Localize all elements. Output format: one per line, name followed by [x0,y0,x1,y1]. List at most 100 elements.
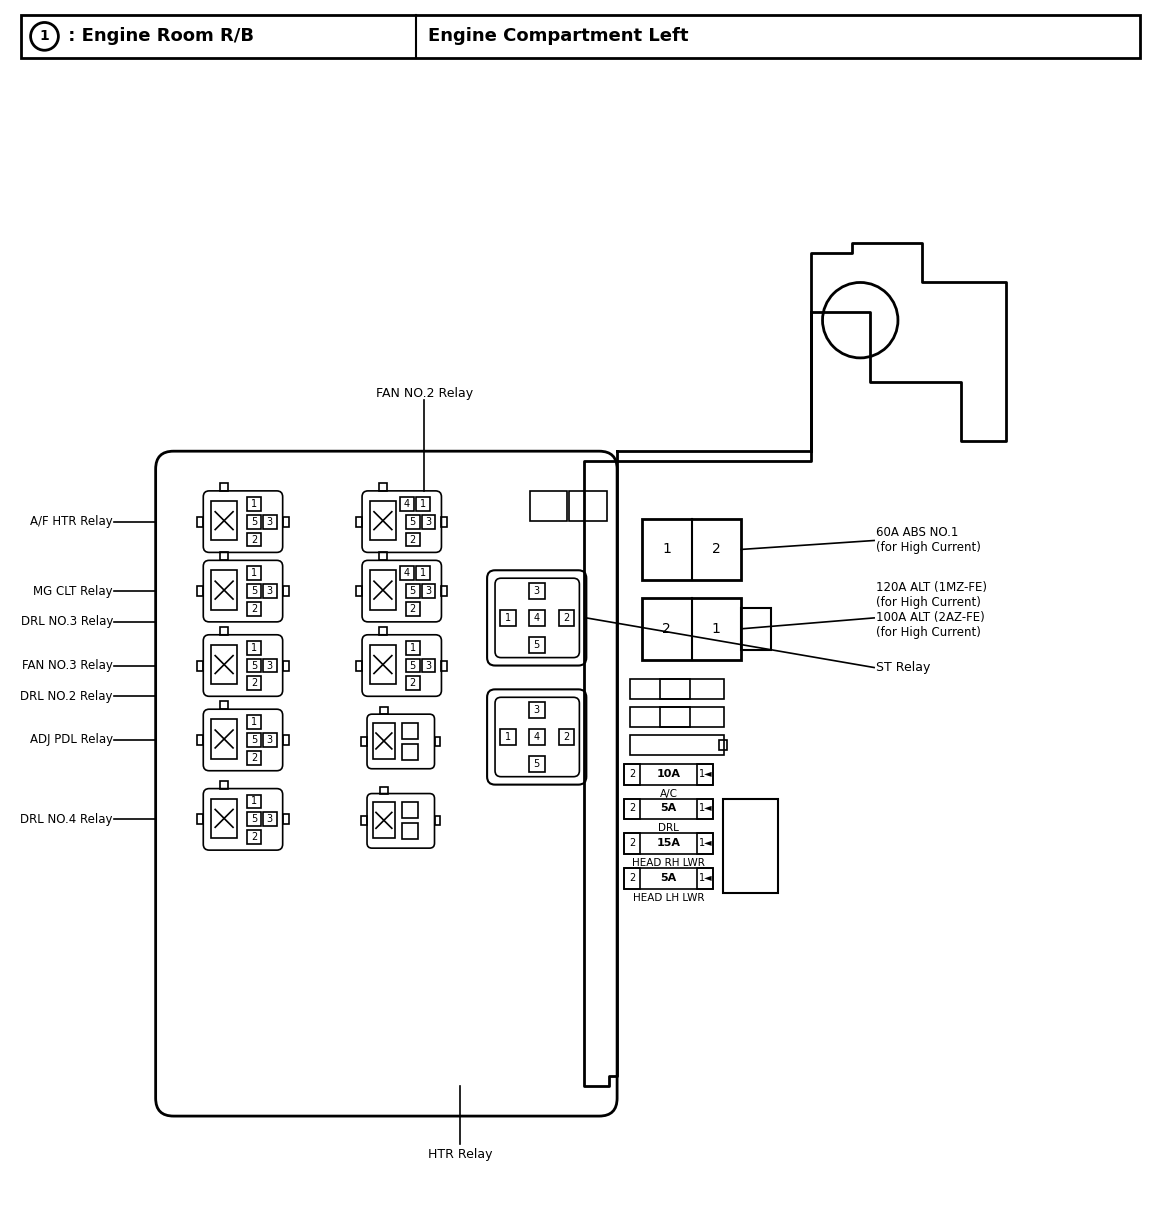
Text: 5: 5 [251,660,257,671]
Text: 4: 4 [403,568,410,578]
Text: 1: 1 [505,731,511,742]
Bar [247,677,260,690]
Bar [379,627,387,635]
Bar [642,598,741,660]
Bar [630,707,725,727]
Text: MG CLT Relay: MG CLT Relay [33,585,113,597]
Bar [719,740,727,750]
Bar [211,798,237,838]
Bar [211,644,237,684]
Bar [247,794,260,809]
Bar [559,729,575,745]
Bar [247,584,260,598]
Text: 1: 1 [39,29,50,44]
Bar [247,497,260,511]
Bar [356,586,362,596]
Bar [422,659,435,672]
Bar [624,764,639,785]
Text: 1: 1 [419,568,425,578]
Bar [529,637,545,653]
Text: 5: 5 [251,735,257,745]
Text: ST Relay: ST Relay [877,661,931,675]
Text: 2: 2 [629,838,635,848]
Bar [282,735,289,745]
Bar [247,533,260,546]
Bar [500,729,516,745]
Bar [282,660,289,671]
Text: HEAD LH LWR: HEAD LH LWR [632,893,705,902]
Text: 5: 5 [410,517,416,527]
Text: 1: 1 [251,568,257,578]
Bar [697,798,713,820]
Bar [422,515,435,528]
Text: 2: 2 [410,678,416,688]
Text: 5: 5 [251,517,257,527]
Bar [529,729,545,745]
Text: 60A ABS NO.1
(for High Current): 60A ABS NO.1 (for High Current) [877,527,982,555]
Text: 5: 5 [251,586,257,596]
Bar [282,586,289,596]
Text: 1◄: 1◄ [698,803,712,814]
Bar [211,501,237,540]
Bar [406,602,419,616]
Text: 1: 1 [251,499,257,509]
Bar [211,719,237,759]
Bar [529,584,545,599]
Text: 10A: 10A [657,769,681,779]
Bar [282,517,289,527]
Text: 1: 1 [251,717,257,727]
Bar [197,586,203,596]
Text: 5A: 5A [660,803,677,814]
Text: : Engine Room R/B: : Engine Room R/B [62,28,255,45]
Text: 3: 3 [533,586,540,596]
Bar [569,490,607,521]
Bar [247,831,260,844]
Bar [220,627,228,635]
Bar [356,660,362,671]
Bar [624,764,713,785]
Bar [402,803,418,819]
Bar [624,833,713,854]
Text: HEAD RH LWR: HEAD RH LWR [632,859,705,868]
Bar [211,570,237,610]
Bar [406,515,419,528]
Bar [356,517,362,527]
Text: DRL NO.2 Relay: DRL NO.2 Relay [21,690,113,702]
Bar [723,798,778,893]
Bar [263,659,276,672]
Text: 3: 3 [267,517,273,527]
Bar [434,737,440,746]
Text: 1: 1 [251,643,257,653]
Bar [247,515,260,528]
Bar [624,798,639,820]
Text: 1: 1 [505,613,511,622]
Bar [220,483,228,490]
Bar [416,567,430,580]
Text: 3: 3 [425,660,432,671]
Bar [220,552,228,561]
Text: 1◄: 1◄ [698,769,712,779]
Bar [630,679,725,699]
Bar [697,764,713,785]
Bar [422,584,435,598]
Bar [697,868,713,889]
Text: 3: 3 [425,517,432,527]
Bar [660,679,690,699]
Bar [624,868,639,889]
Bar [197,814,203,825]
Bar [370,570,396,610]
Bar [406,641,419,655]
Bar [441,586,447,596]
Text: 5: 5 [410,660,416,671]
Bar [361,816,367,826]
Text: HTR Relay: HTR Relay [429,1148,493,1161]
Text: Engine Compartment Left: Engine Compartment Left [427,28,688,45]
Bar [373,723,395,759]
Bar [247,641,260,655]
Bar [529,610,545,626]
Text: 2: 2 [251,832,257,842]
Bar [402,823,418,839]
Text: 5: 5 [533,639,540,649]
Bar [379,483,387,490]
Text: 1◄: 1◄ [698,838,712,848]
